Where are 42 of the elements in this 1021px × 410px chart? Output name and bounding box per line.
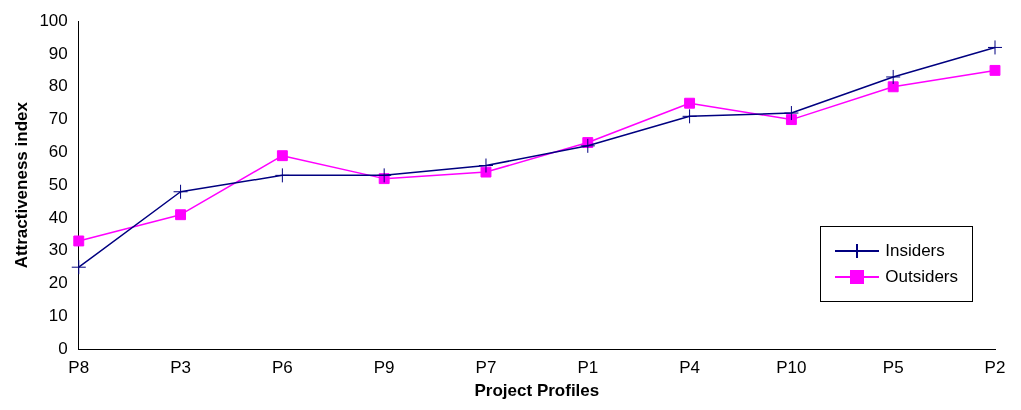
y-axis-title: Attractiveness index: [11, 101, 31, 269]
x-tick-label: P5: [882, 358, 904, 378]
y-tick-label: 50: [48, 174, 68, 194]
x-tick-label: P10: [776, 358, 807, 378]
x-tick-label: P6: [271, 358, 293, 378]
point: [71, 259, 87, 275]
point: [274, 167, 290, 183]
y-tick-label: 70: [48, 109, 68, 129]
point: [580, 138, 596, 154]
y-tick-label: 20: [48, 273, 68, 293]
x-tick-label: P7: [475, 358, 497, 378]
x-tick-label: P8: [68, 358, 90, 378]
y-tick-label: 100: [39, 10, 68, 30]
point: [885, 69, 901, 85]
legend-label: Outsiders: [885, 267, 958, 287]
legend-label: Insiders: [885, 241, 945, 261]
x-tick-label: P4: [679, 358, 700, 378]
point: [887, 81, 899, 93]
y-tick-label: 90: [48, 43, 68, 63]
point: [989, 64, 1001, 76]
y-tick-label: 60: [48, 142, 68, 162]
point: [684, 97, 696, 109]
y-tick-label: 0: [58, 338, 68, 358]
point: [175, 209, 187, 221]
point: [783, 105, 799, 121]
point: [73, 235, 85, 247]
x-tick-label: P9: [373, 358, 395, 378]
x-tick-label: P1: [577, 358, 599, 378]
point: [376, 167, 392, 183]
y-tick-label: 40: [48, 207, 68, 227]
y-tick-label: 80: [48, 76, 68, 96]
point: [276, 150, 288, 162]
y-tick-label: 30: [48, 240, 68, 260]
x-tick-label: P2: [984, 358, 1006, 378]
point: [987, 39, 1003, 55]
point: [173, 184, 189, 200]
point: [682, 108, 698, 124]
x-axis-title: Project Profiles: [474, 381, 600, 401]
point: [785, 114, 797, 126]
x-tick-label: P3: [170, 358, 191, 378]
point: [478, 158, 494, 174]
y-tick-label: 10: [48, 306, 68, 326]
